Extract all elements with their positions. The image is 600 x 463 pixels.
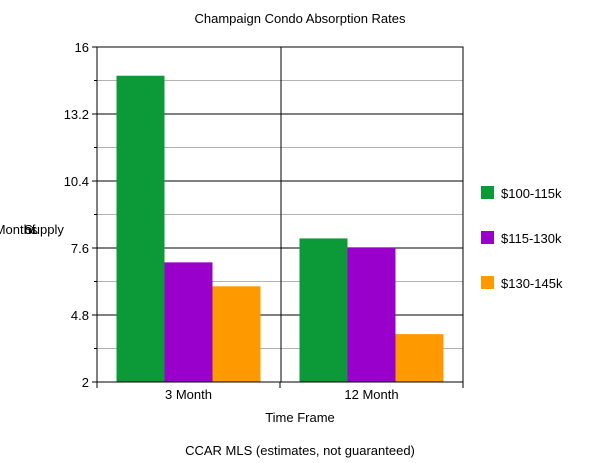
bar [395,334,444,382]
chart-title: Champaign Condo Absorption Rates [194,11,406,26]
y-tick-label: 2 [82,375,89,390]
y-axis-label-line: Months [0,222,38,237]
y-axis-label-line: of [25,222,36,237]
legend-label: $130-145k [501,276,563,291]
y-tick-label: 7.6 [71,241,89,256]
legend-swatch [481,276,494,289]
x-axis-label: Time Frame [265,410,335,425]
y-axis-label-line: Supply [24,222,64,237]
x-tick-label: 12 Month [344,387,398,402]
bar [164,262,213,382]
footnote: CCAR MLS (estimates, not guaranteed) [185,443,415,458]
y-tick-label: 4.8 [71,308,89,323]
bar [212,286,261,382]
bar [299,238,348,382]
x-axis-ticks: 3 Month 12 Month [96,382,464,402]
plot-area [96,46,464,383]
y-tick-label: 10.4 [64,174,89,189]
y-axis-ticks: 2 4.8 7.6 10.4 13.2 16 [64,40,97,390]
y-tick-label: 13.2 [64,107,89,122]
legend: $100-115k $115-130k $130-145k [481,186,563,291]
legend-swatch [481,186,494,199]
y-axis-label: Months of Supply [0,222,64,237]
bar [347,248,396,382]
legend-label: $115-130k [501,231,562,246]
legend-label: $100-115k [501,186,562,201]
y-tick-label: 16 [75,40,89,55]
bars [116,75,444,382]
bar [116,75,165,382]
x-tick-label: 3 Month [165,387,212,402]
legend-swatch [481,231,494,244]
